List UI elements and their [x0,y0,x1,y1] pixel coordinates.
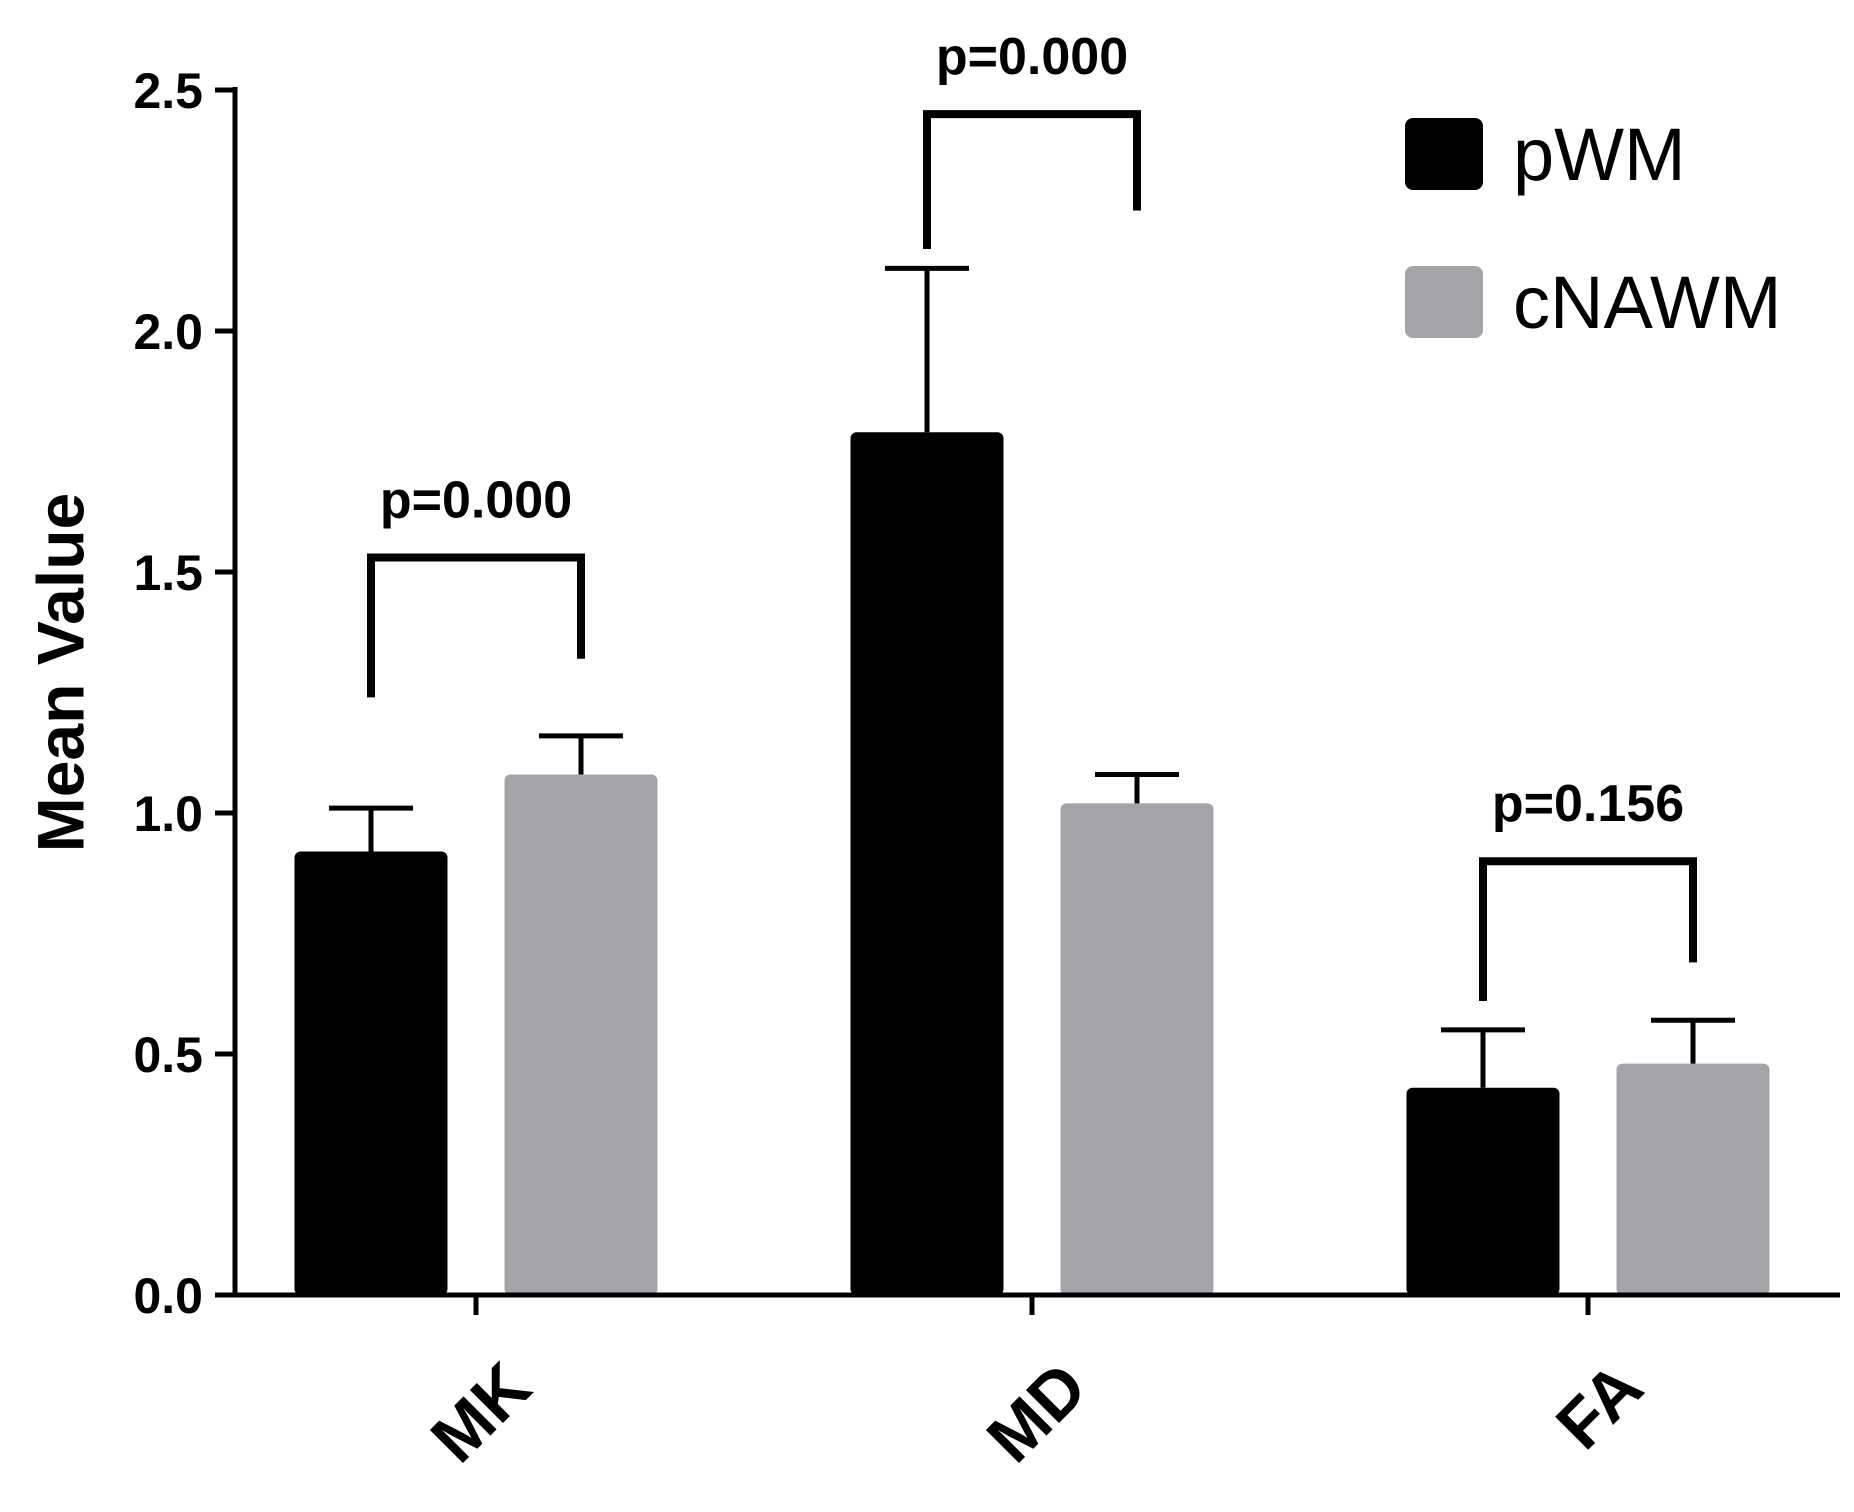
significance-bracket-md [923,110,1141,250]
y-tick-label: 0.5 [133,1027,203,1083]
y-axis-title: Mean Value [23,493,97,853]
bar-md-pwm [850,432,1004,1296]
y-tick-label: 2.5 [133,63,203,119]
y-tick-label: 1.5 [133,545,203,601]
p-value-label-fa: p=0.156 [1492,775,1684,833]
y-tick-label: 1.0 [133,786,203,842]
legend-label-pwm: pWM [1513,113,1686,196]
legend-swatch-cnawm [1405,266,1483,338]
bar-mk-cnawm [504,774,658,1295]
p-value-label-md: p=0.000 [936,28,1128,86]
legend-swatch-pwm [1405,118,1483,190]
x-category-label-mk: MK [417,1348,546,1477]
bar-fa-cnawm [1616,1063,1770,1295]
bar-fa-pwm [1406,1087,1560,1295]
bar-mk-pwm [294,851,448,1295]
legend-label-cnawm: cNAWM [1513,261,1782,344]
y-tick-label: 0.0 [133,1268,203,1324]
significance-bracket-fa [1479,857,1697,1001]
p-value-label-mk: p=0.000 [380,472,572,530]
y-tick-label: 2.0 [133,304,203,360]
significance-bracket-mk [367,553,585,698]
x-category-label-md: MD [973,1348,1102,1477]
bar-md-cnawm [1060,803,1214,1295]
x-category-label-fa: FA [1542,1348,1657,1463]
